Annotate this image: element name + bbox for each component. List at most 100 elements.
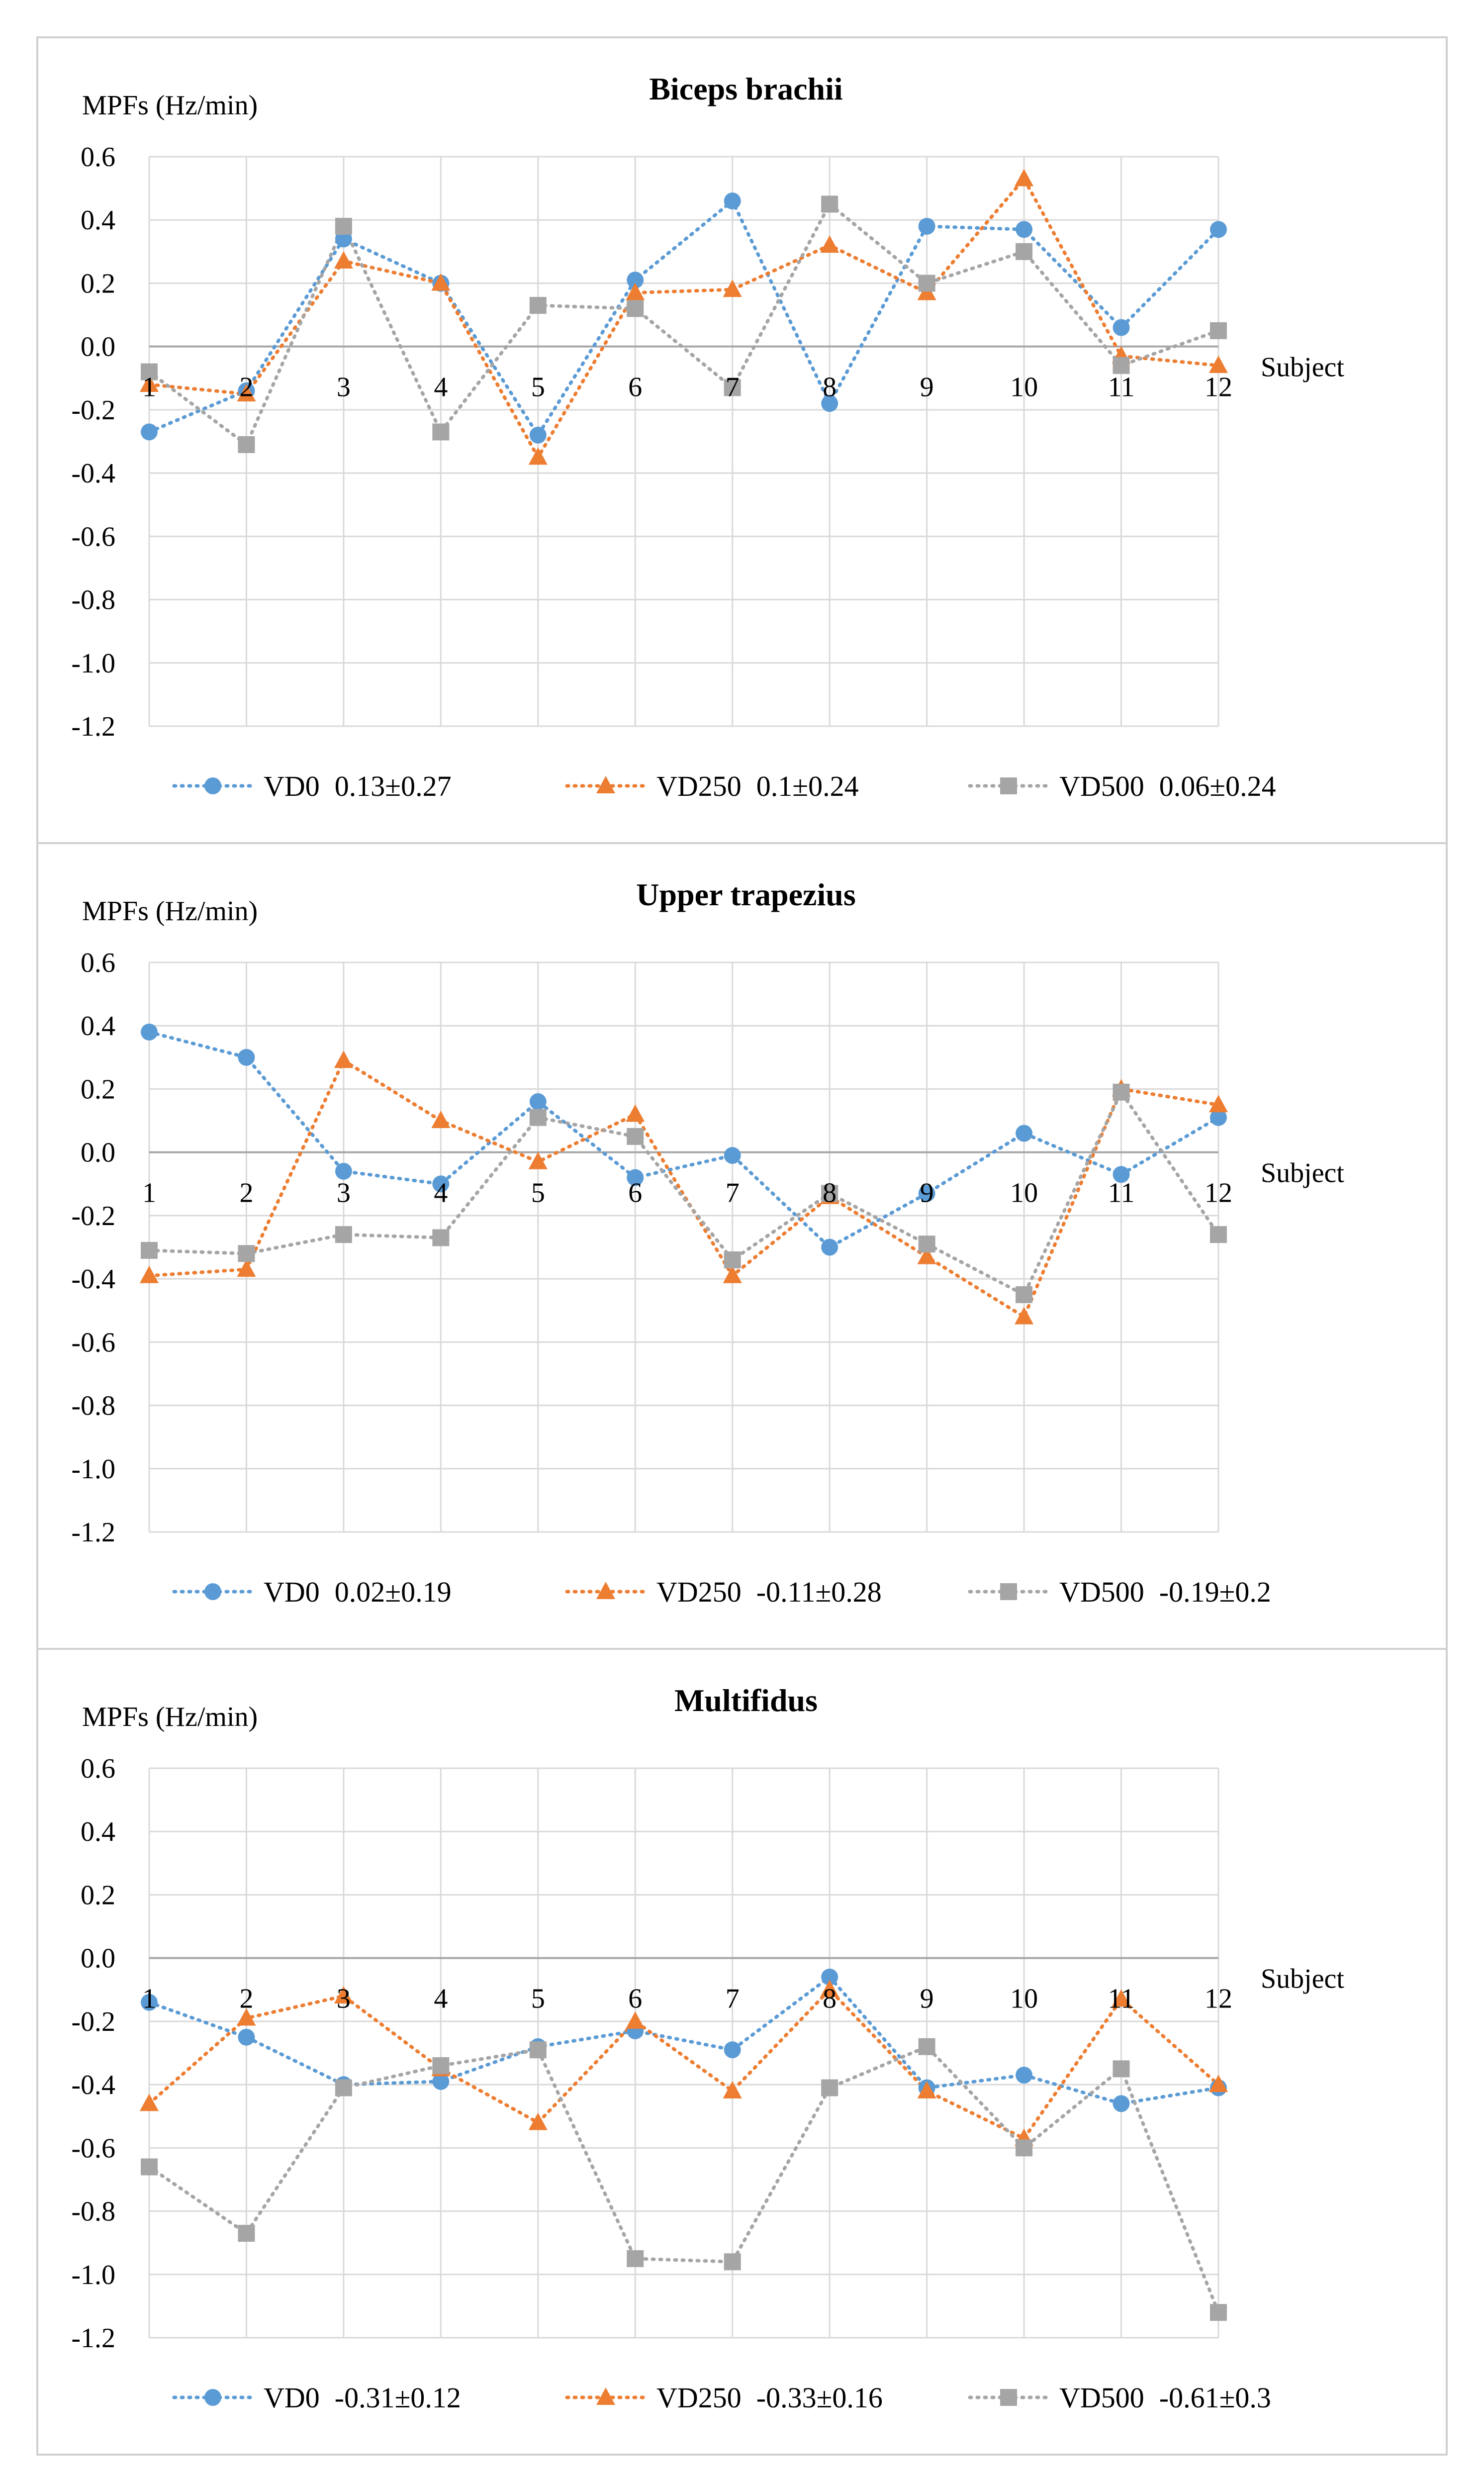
data-point-vd250 bbox=[237, 384, 256, 402]
data-point-vd250 bbox=[431, 1111, 451, 1129]
x-tick-label: 8 bbox=[823, 372, 836, 403]
legend-series-stat: -0.19±0.2 bbox=[1159, 1576, 1271, 1608]
y-tick-label: -1.0 bbox=[71, 1454, 115, 1485]
legend-label: VD0 -0.31±0.12 bbox=[264, 2382, 461, 2414]
data-point-vd500 bbox=[238, 1245, 255, 1262]
x-tick-label: 4 bbox=[434, 1984, 448, 2014]
data-point-vd500 bbox=[918, 2038, 935, 2055]
data-point-vd250 bbox=[528, 1151, 548, 1169]
legend-series-name: VD500 bbox=[1059, 770, 1144, 802]
panel-frame bbox=[36, 36, 1448, 844]
legend-label: VD0 0.02±0.19 bbox=[264, 1576, 452, 1608]
data-point-vd250 bbox=[626, 2011, 645, 2029]
data-point-vd0 bbox=[1210, 1109, 1227, 1126]
data-point-vd0 bbox=[529, 426, 547, 444]
data-point-vd0 bbox=[1113, 2095, 1130, 2112]
data-point-vd250 bbox=[528, 2112, 548, 2130]
data-point-vd250 bbox=[1209, 355, 1228, 373]
legend-series-name: VD500 bbox=[1059, 1576, 1144, 1608]
data-point-vd500 bbox=[529, 296, 547, 314]
data-point-vd500 bbox=[627, 1128, 644, 1145]
legend-label: VD500 -0.19±0.2 bbox=[1059, 1576, 1271, 1608]
data-point-vd0 bbox=[529, 1093, 547, 1110]
data-point-vd250 bbox=[334, 251, 353, 269]
y-tick-label: 0.0 bbox=[81, 332, 115, 363]
y-tick-label: 0.4 bbox=[81, 1011, 115, 1042]
legend-item-vd500: VD500 -0.61±0.3 bbox=[968, 2382, 1271, 2414]
x-tick-label: 5 bbox=[531, 1178, 545, 1209]
data-point-vd500 bbox=[1016, 2139, 1033, 2157]
data-point-vd0 bbox=[821, 395, 838, 412]
y-tick-label: 0.2 bbox=[81, 1074, 115, 1105]
x-tick-label: 1 bbox=[142, 1178, 156, 1209]
series-line-vd0 bbox=[147, 1030, 1220, 1249]
data-point-vd500 bbox=[141, 363, 158, 381]
data-point-vd500 bbox=[335, 217, 352, 235]
legend-marker bbox=[596, 2387, 615, 2405]
data-point-vd500 bbox=[529, 2041, 547, 2059]
y-tick-label: -0.8 bbox=[71, 2196, 115, 2227]
x-tick-label: 12 bbox=[1205, 372, 1232, 403]
y-tick-label: -0.2 bbox=[71, 2006, 115, 2037]
data-point-vd250 bbox=[1209, 2075, 1228, 2093]
x-tick-label: 12 bbox=[1205, 1178, 1232, 1209]
data-point-vd250 bbox=[334, 1986, 353, 2003]
y-tick-label: -1.2 bbox=[71, 1517, 115, 1548]
x-tick-label: 3 bbox=[337, 1178, 351, 1209]
x-tick-label: 7 bbox=[726, 372, 740, 403]
data-point-vd250 bbox=[1015, 169, 1034, 187]
data-point-vd0 bbox=[627, 1169, 644, 1186]
x-tick-label: 5 bbox=[531, 372, 545, 403]
data-point-vd0 bbox=[627, 272, 644, 289]
data-point-vd500 bbox=[335, 1226, 352, 1243]
legend-series-name: VD250 bbox=[656, 770, 742, 802]
data-point-vd500 bbox=[724, 379, 741, 396]
data-point-vd500 bbox=[529, 1109, 547, 1126]
y-tick-label: -0.6 bbox=[71, 1327, 115, 1358]
data-point-vd500 bbox=[918, 275, 935, 292]
legend-series-stat: 0.1±0.24 bbox=[756, 770, 859, 802]
x-tick-label: 6 bbox=[628, 1178, 642, 1209]
legend-series-stat: -0.31±0.12 bbox=[335, 2382, 461, 2414]
data-point-vd500 bbox=[724, 2253, 741, 2271]
x-tick-label: 2 bbox=[239, 1984, 253, 2014]
data-point-vd0 bbox=[141, 423, 158, 441]
y-tick-label: -0.4 bbox=[71, 2070, 115, 2100]
data-point-vd500 bbox=[1113, 2060, 1130, 2078]
legend-series-name: VD0 bbox=[264, 1576, 320, 1608]
data-point-vd0 bbox=[432, 1175, 450, 1193]
legend-label: VD500 0.06±0.24 bbox=[1059, 770, 1276, 802]
x-tick-label: 5 bbox=[531, 1984, 545, 2014]
x-tick-label: 2 bbox=[239, 1178, 253, 1209]
data-point-vd0 bbox=[141, 1023, 158, 1041]
data-point-vd250 bbox=[820, 235, 839, 253]
data-point-vd0 bbox=[1113, 1166, 1130, 1183]
data-point-vd500 bbox=[724, 1251, 741, 1268]
data-point-vd250 bbox=[1209, 1095, 1228, 1113]
chart-title: Upper trapezius bbox=[636, 877, 855, 912]
series-line-vd500 bbox=[147, 2044, 1220, 2314]
data-point-vd500 bbox=[141, 2158, 158, 2176]
data-point-vd500 bbox=[432, 2057, 450, 2074]
legend-item-vd500: VD500 0.06±0.24 bbox=[968, 770, 1276, 802]
data-point-vd0 bbox=[1016, 2067, 1033, 2084]
data-point-vd500 bbox=[1210, 322, 1227, 339]
legend-item-vd0: VD0 0.13±0.27 bbox=[172, 770, 452, 802]
data-point-vd500 bbox=[1113, 357, 1130, 374]
y-tick-label: -0.6 bbox=[71, 521, 115, 552]
x-tick-label: 7 bbox=[726, 1178, 740, 1209]
x-tick-label: 4 bbox=[434, 1178, 448, 1209]
legend-label: VD0 0.13±0.27 bbox=[264, 770, 452, 802]
data-point-vd500 bbox=[335, 2079, 352, 2097]
data-point-vd0 bbox=[1016, 221, 1033, 238]
data-point-vd250 bbox=[140, 375, 159, 392]
x-tick-label: 10 bbox=[1010, 1178, 1038, 1209]
data-point-vd500 bbox=[821, 1185, 838, 1202]
data-point-vd500 bbox=[1016, 243, 1033, 260]
data-point-vd250 bbox=[723, 280, 742, 297]
x-tick-label: 3 bbox=[337, 1984, 351, 2014]
data-point-vd500 bbox=[1016, 1286, 1033, 1303]
y-tick-label: -0.2 bbox=[71, 1201, 115, 1232]
legend-series-name: VD250 bbox=[656, 1576, 742, 1608]
